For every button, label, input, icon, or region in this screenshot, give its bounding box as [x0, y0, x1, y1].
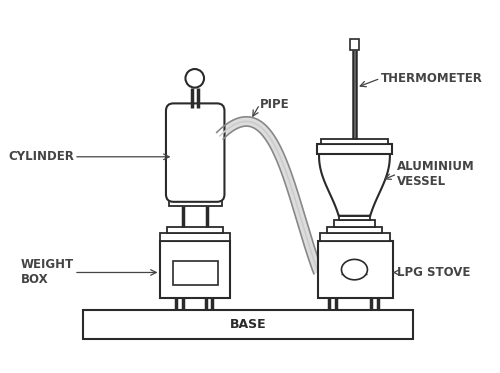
Text: THERMOMETER: THERMOMETER — [380, 72, 482, 85]
Text: WEIGHT
BOX: WEIGHT BOX — [21, 258, 74, 286]
Bar — [338, 216, 370, 220]
Bar — [320, 233, 390, 241]
Text: ALUMINIUM
VESSEL: ALUMINIUM VESSEL — [397, 160, 475, 188]
Bar — [318, 144, 392, 154]
Bar — [326, 227, 382, 233]
Polygon shape — [319, 151, 390, 216]
Circle shape — [186, 69, 204, 88]
Bar — [160, 241, 230, 298]
Text: CYLINDER: CYLINDER — [8, 150, 74, 163]
Bar — [174, 194, 217, 200]
Bar — [350, 39, 359, 50]
Bar — [84, 310, 413, 339]
Polygon shape — [216, 117, 322, 274]
Bar — [160, 233, 230, 241]
Bar — [167, 227, 222, 233]
Text: LPG STOVE: LPG STOVE — [397, 266, 470, 279]
Bar — [334, 220, 375, 227]
Bar — [321, 139, 388, 144]
Text: BASE: BASE — [230, 318, 266, 331]
Bar — [174, 261, 218, 285]
Ellipse shape — [342, 259, 367, 280]
FancyBboxPatch shape — [166, 103, 224, 202]
Bar — [168, 200, 222, 207]
Text: PIPE: PIPE — [260, 98, 290, 111]
Bar — [318, 241, 392, 298]
